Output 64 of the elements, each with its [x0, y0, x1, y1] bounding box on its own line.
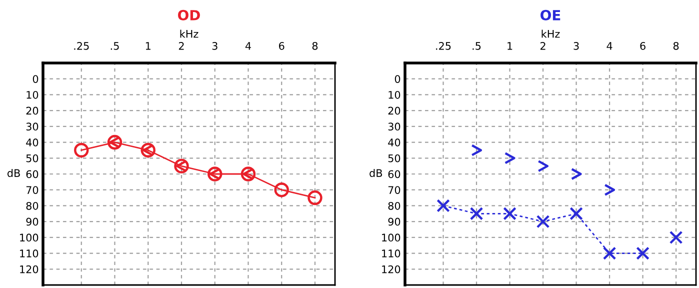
x-tick-label: 3 — [574, 42, 579, 50]
x-tick-label: 2 — [540, 42, 546, 50]
y-tick-label: 0 — [394, 75, 400, 83]
y-tick-label: 40 — [388, 138, 400, 146]
x-tick-label: 3 — [212, 42, 218, 50]
y-tick-label: 60 — [26, 170, 38, 178]
y-axis-title: dB — [370, 168, 382, 178]
y-tick-label: 10 — [388, 90, 400, 99]
y-tick-label: 20 — [26, 106, 38, 115]
point — [536, 214, 550, 228]
point — [470, 206, 484, 220]
y-tick-label: 120 — [382, 265, 400, 274]
y-tick-label: 0 — [32, 75, 38, 83]
point — [274, 182, 289, 198]
y-tick-label: 100 — [382, 234, 400, 242]
x-tick-label: 2 — [178, 42, 184, 50]
y-tick-label: 90 — [26, 218, 38, 226]
point — [602, 246, 616, 260]
y-tick-label: 10 — [26, 90, 38, 99]
point — [570, 206, 583, 220]
x-tick-label: 1 — [508, 42, 512, 50]
point — [308, 190, 322, 206]
y-tick-label: 80 — [388, 202, 400, 210]
y-tick-label: 50 — [26, 154, 38, 162]
x-tick-label: .5 — [110, 42, 119, 50]
y-tick-label: 120 — [20, 265, 38, 274]
x-tick-label: .25 — [74, 42, 89, 50]
point — [570, 168, 582, 180]
y-tick-label: 30 — [388, 122, 400, 131]
chart-title: OD — [178, 10, 200, 20]
y-tick-label: 110 — [382, 250, 400, 258]
y-tick-label: 80 — [26, 202, 38, 210]
y-tick-label: 90 — [388, 218, 400, 226]
y-tick-label: 30 — [26, 122, 38, 131]
point — [669, 230, 683, 244]
point — [503, 206, 516, 220]
chart-title: OE — [540, 10, 560, 20]
y-tick-label: 40 — [26, 138, 38, 146]
y-tick-label: 20 — [388, 106, 400, 115]
y-tick-label: 100 — [20, 234, 38, 242]
point — [504, 152, 516, 164]
x-tick-label: 8 — [673, 42, 679, 50]
x-tick-label: .5 — [472, 42, 481, 50]
y-tick-label: 110 — [20, 250, 38, 258]
x-axis-title: kHz — [542, 30, 560, 38]
x-tick-label: 4 — [245, 42, 251, 50]
x-tick-label: 4 — [606, 42, 612, 50]
x-axis-title: kHz — [180, 30, 198, 38]
x-tick-label: 6 — [279, 42, 284, 50]
point — [74, 142, 89, 158]
point — [436, 199, 450, 212]
x-tick-label: 6 — [640, 42, 646, 50]
point — [537, 160, 549, 172]
x-tick-label: 8 — [312, 42, 318, 50]
y-tick-label: 50 — [388, 154, 400, 162]
point — [604, 184, 616, 196]
x-tick-label: 1 — [146, 42, 150, 50]
y-tick-label: 70 — [388, 186, 400, 194]
y-tick-label: 70 — [26, 186, 38, 194]
point — [636, 246, 650, 260]
y-tick-label: 60 — [388, 170, 400, 178]
x-tick-label: .25 — [436, 42, 451, 50]
point — [470, 144, 482, 156]
y-axis-title: dB — [7, 168, 20, 178]
